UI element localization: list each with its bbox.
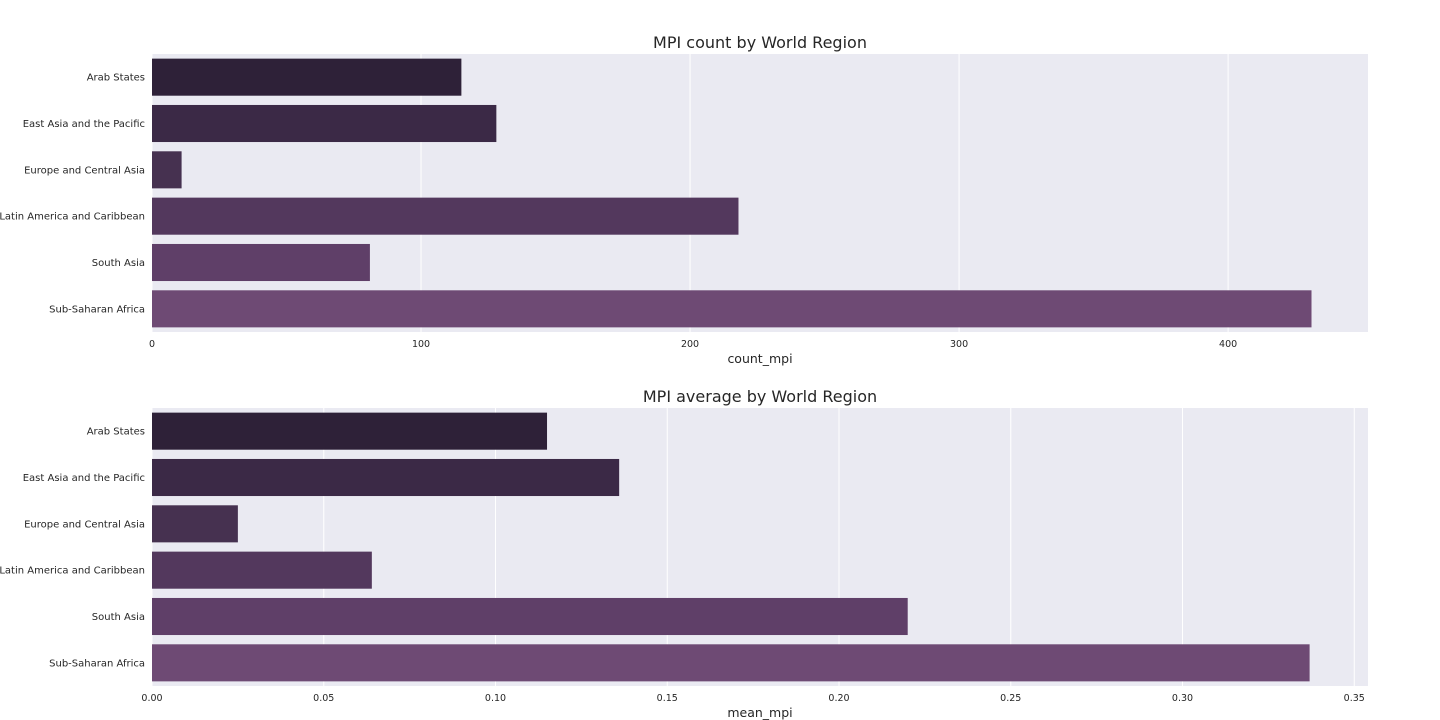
x-tick-label: 0.20: [828, 693, 849, 704]
category-tick-label: East Asia and the Pacific: [23, 119, 145, 130]
bar: [152, 290, 1312, 328]
bar: [152, 104, 497, 143]
category-tick-label: Europe and Central Asia: [24, 165, 145, 176]
category-tick-label: Sub-Saharan Africa: [49, 658, 145, 669]
chart-1: Arab States East Asia and the Pacific Euro…: [0, 33, 1368, 366]
x-tick-label: 0.00: [141, 693, 162, 704]
bar: [152, 243, 370, 282]
chart-title: MPI count by World Region: [653, 33, 867, 52]
x-axis-label: count_mpi: [727, 351, 792, 366]
bar: [152, 644, 1310, 682]
x-tick-label: 0.15: [657, 693, 678, 704]
category-tick-label: East Asia and the Pacific: [23, 473, 145, 484]
chart-title: MPI average by World Region: [643, 387, 877, 406]
x-tick-label: 200: [681, 339, 699, 350]
x-tick-label: 100: [412, 339, 430, 350]
x-tick-label: 0.10: [485, 693, 506, 704]
category-tick-label: South Asia: [92, 258, 145, 269]
category-tick-label: Arab States: [87, 73, 145, 84]
x-tick-label: 0.25: [1000, 693, 1021, 704]
chart-2: Arab States East Asia and the Pacific Euro…: [0, 387, 1368, 720]
x-tick-label: 0.35: [1344, 693, 1365, 704]
bar: [152, 412, 548, 450]
category-tick-label: Sub-Saharan Africa: [49, 304, 145, 315]
plot-area: [152, 408, 1368, 686]
bar: [152, 505, 238, 543]
bar: [152, 197, 739, 235]
bar: [152, 458, 620, 497]
category-tick-label: Arab States: [87, 427, 145, 438]
category-tick-label: South Asia: [92, 612, 145, 623]
bar: [152, 597, 908, 636]
x-tick-label: 0.30: [1172, 693, 1193, 704]
bar: [152, 551, 372, 589]
bar: [152, 151, 182, 189]
x-tick-label: 0.05: [313, 693, 334, 704]
category-tick-label: Latin America and Caribbean: [0, 566, 145, 577]
x-tick-label: 300: [950, 339, 968, 350]
x-tick-label: 400: [1219, 339, 1237, 350]
x-tick-label: 0: [149, 339, 155, 350]
category-tick-label: Latin America and Caribbean: [0, 212, 145, 223]
bar: [152, 58, 462, 96]
plot-area: [152, 54, 1368, 332]
category-tick-label: Europe and Central Asia: [24, 519, 145, 530]
x-axis-label: mean_mpi: [727, 705, 792, 720]
